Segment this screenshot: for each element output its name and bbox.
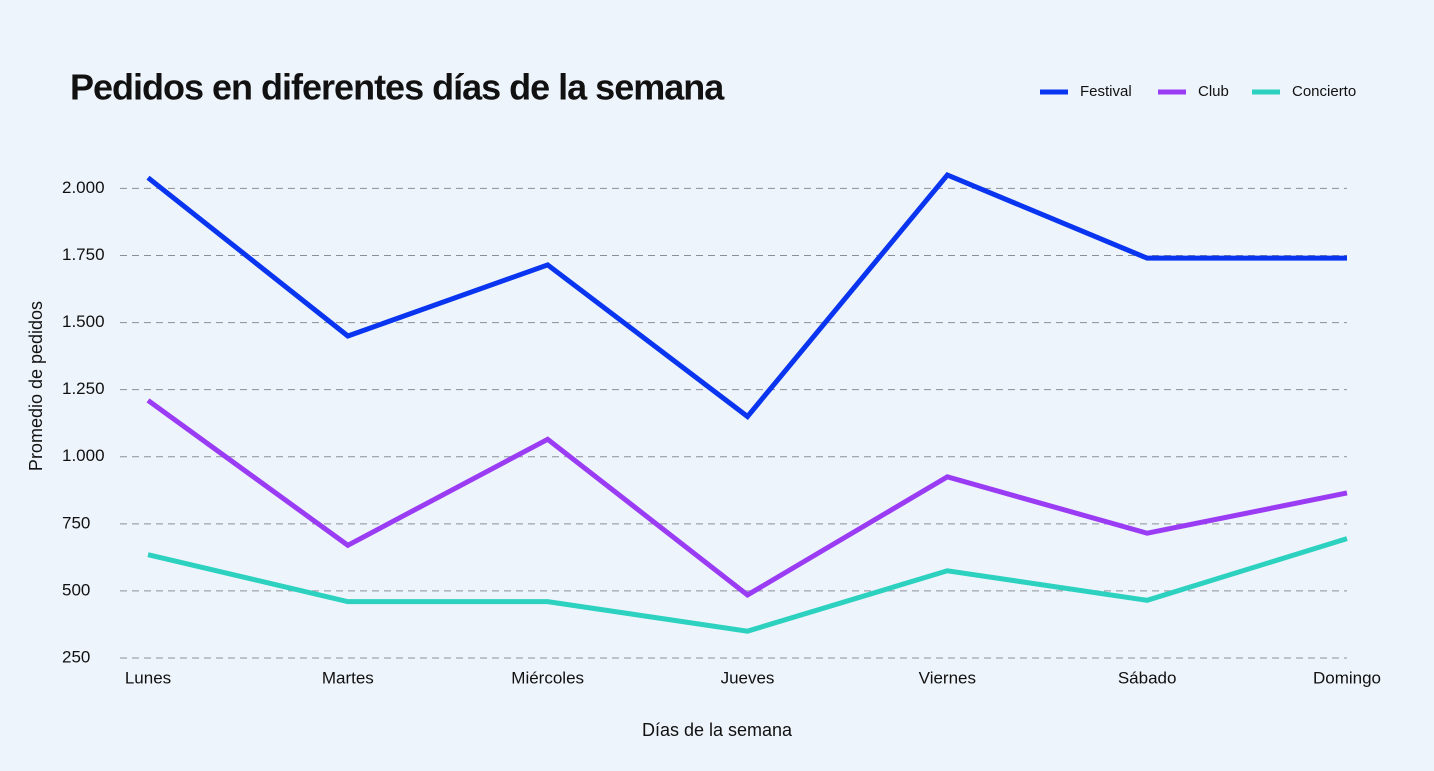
series-line: [147, 536, 1348, 634]
x-tick-label: Lunes: [125, 668, 171, 687]
y-tick-label: 1.500: [62, 312, 105, 331]
x-axis-title: Días de la semana: [642, 720, 793, 740]
x-tick-label: Domingo: [1313, 668, 1381, 687]
x-tick-label: Viernes: [919, 668, 976, 687]
chart-title: Pedidos en diferentes días de la semana: [70, 67, 725, 108]
x-tick-label: Jueves: [721, 668, 775, 687]
y-tick-label: 1.000: [62, 446, 105, 465]
y-tick-label: 2.000: [62, 178, 105, 197]
x-tick-label: Sábado: [1118, 668, 1177, 687]
y-axis-title: Promedio de pedidos: [26, 301, 46, 471]
legend-label: Club: [1198, 83, 1229, 100]
y-tick-label: 1.250: [62, 379, 105, 398]
y-tick-label: 250: [62, 647, 90, 666]
y-tick-label: 750: [62, 513, 90, 532]
y-tick-label: 500: [62, 580, 90, 599]
series-line: [146, 171, 1347, 420]
y-tick-label: 1.750: [62, 245, 105, 264]
x-tick-label: Martes: [322, 668, 374, 687]
x-tick-label: Miércoles: [511, 668, 584, 687]
series-line: [146, 398, 1348, 598]
legend-label: Festival: [1080, 83, 1132, 100]
legend-label: Concierto: [1292, 83, 1356, 100]
